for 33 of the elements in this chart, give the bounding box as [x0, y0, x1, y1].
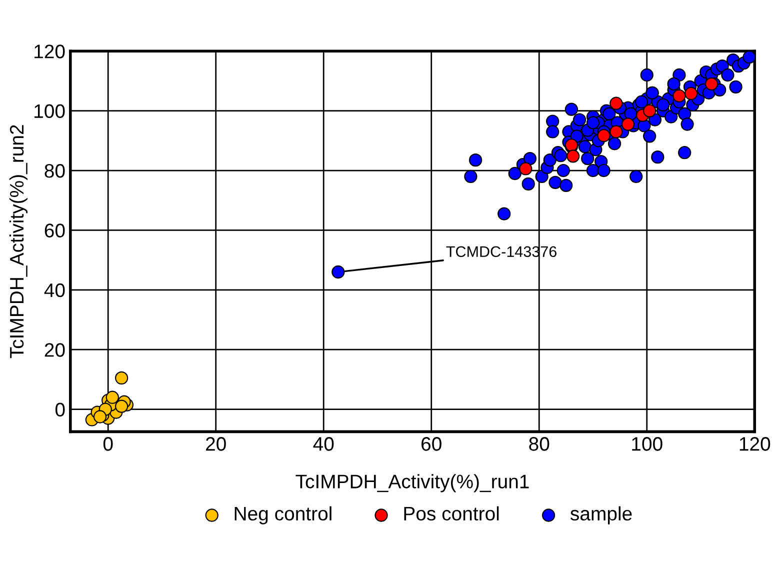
legend-label: Neg control	[234, 506, 332, 524]
y-tick-label: 80	[44, 164, 65, 178]
legend-label: sample	[570, 506, 632, 524]
point	[672, 89, 686, 102]
point	[93, 410, 107, 424]
legend-label: Pos control	[404, 506, 499, 521]
y-tick-label: 100	[34, 104, 65, 118]
point	[610, 96, 623, 110]
y-tick-label: 0	[55, 402, 65, 417]
y-axis-title: TcIMPDH_Activity(%)_run2	[9, 125, 28, 358]
point	[621, 118, 635, 131]
point	[519, 162, 532, 176]
point	[114, 400, 128, 413]
point	[106, 390, 119, 404]
x-axis-title: TcIMPDH_Activity(%)_run1	[296, 474, 529, 492]
x-tick-label: 0	[103, 437, 113, 451]
point	[610, 125, 623, 138]
y-tick-label: 120	[34, 44, 65, 58]
x-tick-label: 40	[313, 437, 334, 451]
point	[643, 104, 656, 118]
y-tick-label: 40	[44, 283, 65, 298]
x-tick-label: 120	[740, 437, 770, 451]
y-tick-label: 60	[44, 224, 65, 238]
y-tick-label: 20	[44, 343, 65, 357]
x-tick-label: 80	[529, 437, 550, 451]
point	[684, 86, 698, 100]
point	[114, 371, 128, 385]
point	[704, 77, 718, 91]
x-tick-label: 100	[632, 437, 662, 451]
x-tick-label: 20	[206, 437, 226, 451]
point	[566, 150, 580, 163]
x-tick-label: 60	[422, 437, 442, 451]
point	[597, 129, 610, 142]
